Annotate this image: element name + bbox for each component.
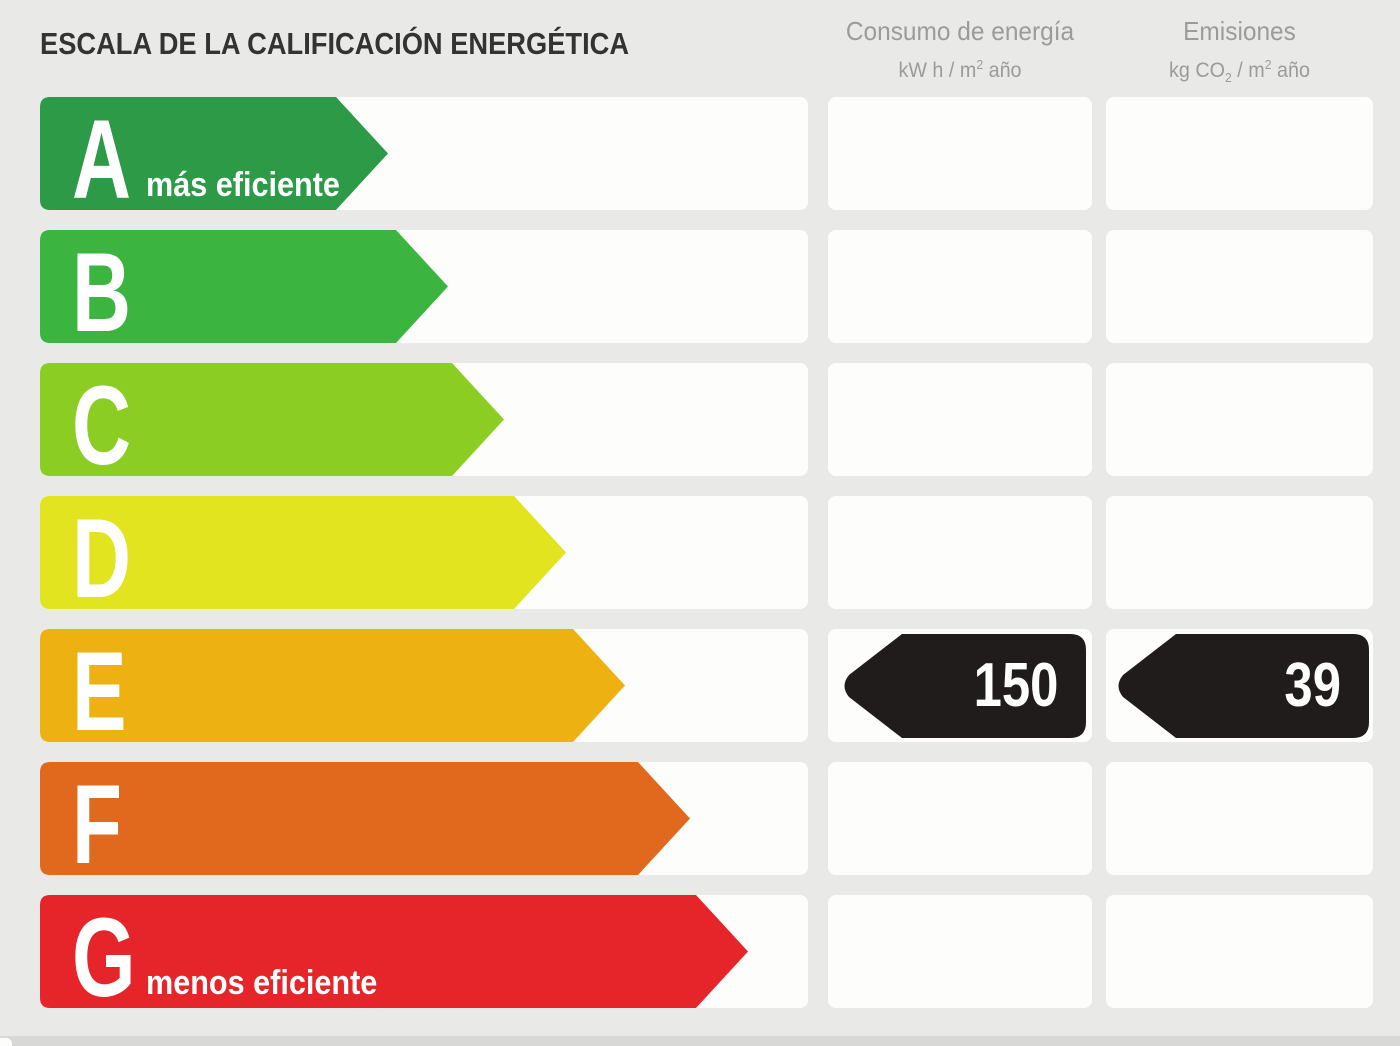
emisiones-cell bbox=[1106, 363, 1373, 476]
rating-row-a: A más eficiente bbox=[0, 97, 1400, 216]
emisiones-value: 39 bbox=[1284, 651, 1341, 720]
emisiones-cell bbox=[1106, 762, 1373, 875]
rating-bar-cell: E bbox=[40, 629, 808, 748]
rating-letter: G bbox=[72, 895, 136, 1020]
black-left-arrow-icon bbox=[1118, 634, 1369, 738]
rating-label: más eficiente bbox=[146, 166, 340, 204]
rating-arrow-a-icon bbox=[40, 97, 388, 210]
emisiones-cell: 39 bbox=[1106, 629, 1373, 742]
rating-bar-cell: D bbox=[40, 496, 808, 615]
consumo-cell: 150 bbox=[828, 629, 1092, 742]
rating-bar-cell: C bbox=[40, 363, 808, 482]
bottom-left-partial-cell bbox=[0, 1038, 12, 1046]
emisiones-cell bbox=[1106, 97, 1373, 210]
rating-arrow-g-icon bbox=[40, 895, 748, 1008]
rating-row-c: C bbox=[0, 363, 1400, 482]
consumo-column-unit: kW h / m2 año bbox=[898, 57, 1022, 82]
rating-letter: B bbox=[72, 230, 132, 355]
rating-rows: A más eficiente B C bbox=[0, 97, 1400, 1028]
emisiones-indicator-badge: 39 bbox=[1114, 634, 1369, 738]
consumo-column-title: Consumo de energía bbox=[845, 16, 1075, 46]
consumo-cell bbox=[828, 895, 1092, 1008]
emisiones-cell bbox=[1106, 230, 1373, 343]
rating-letter: D bbox=[72, 496, 132, 621]
rating-arrow-f-icon bbox=[40, 762, 690, 875]
rating-letter: E bbox=[72, 629, 127, 754]
emisiones-column-header: Emisiones kg CO2 / m2 año bbox=[1106, 16, 1373, 90]
emisiones-cell bbox=[1106, 895, 1373, 1008]
rating-bar-cell: A más eficiente bbox=[40, 97, 808, 216]
emisiones-cell bbox=[1106, 496, 1373, 609]
consumo-indicator-badge: 150 bbox=[840, 634, 1086, 738]
rating-bar-cell: G menos eficiente bbox=[40, 895, 808, 1014]
black-left-arrow-icon bbox=[844, 634, 1086, 738]
rating-letter: C bbox=[72, 363, 132, 488]
rating-arrow-c-icon bbox=[40, 363, 504, 476]
consumo-value: 150 bbox=[973, 651, 1058, 720]
rating-row-f: F bbox=[0, 762, 1400, 881]
rating-bar-cell: F bbox=[40, 762, 808, 881]
rating-arrow-e-icon bbox=[40, 629, 625, 742]
rating-row-d: D bbox=[0, 496, 1400, 615]
rating-arrow-b-icon bbox=[40, 230, 448, 343]
consumo-cell bbox=[828, 363, 1092, 476]
rating-row-g: G menos eficiente bbox=[0, 895, 1400, 1014]
rating-row-b: B bbox=[0, 230, 1400, 349]
rating-label: menos eficiente bbox=[146, 964, 378, 1002]
consumo-cell bbox=[828, 762, 1092, 875]
page-title: ESCALA DE LA CALIFICACIÓN ENERGÉTICA bbox=[40, 26, 630, 61]
rating-row-e: E 150 39 bbox=[0, 629, 1400, 748]
rating-arrow-d-icon bbox=[40, 496, 566, 609]
bottom-edge-strip bbox=[0, 1036, 1400, 1046]
consumo-cell bbox=[828, 230, 1092, 343]
rating-bar-cell: B bbox=[40, 230, 808, 349]
rating-letter: F bbox=[72, 762, 122, 887]
emisiones-column-title: Emisiones bbox=[1183, 16, 1296, 46]
emisiones-column-unit: kg CO2 / m2 año bbox=[1169, 57, 1310, 86]
consumo-cell bbox=[828, 496, 1092, 609]
consumo-column-header: Consumo de energía kW h / m2 año bbox=[828, 16, 1092, 83]
consumo-cell bbox=[828, 97, 1092, 210]
rating-letter: A bbox=[72, 97, 132, 222]
